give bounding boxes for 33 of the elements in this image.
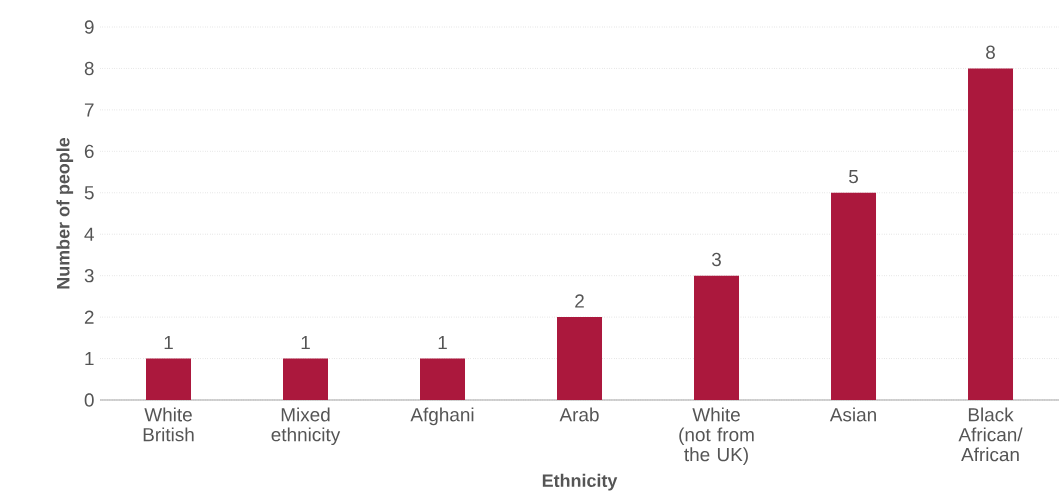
data-label: 8 bbox=[986, 45, 995, 59]
data-label: 1 bbox=[164, 336, 173, 350]
y-tick-label: 5 bbox=[84, 186, 94, 200]
bar bbox=[557, 317, 603, 400]
x-tick-label: Arab bbox=[559, 407, 599, 422]
y-tick-label: 0 bbox=[84, 393, 94, 407]
x-axis-title: Ethnicity bbox=[542, 473, 618, 491]
y-tick-label: 7 bbox=[84, 103, 94, 117]
y-tick-label: 1 bbox=[85, 352, 94, 366]
y-axis-title: Number of people bbox=[56, 137, 74, 289]
y-tick-label: 8 bbox=[84, 61, 94, 76]
x-tick-label: White (not from the UK) bbox=[679, 407, 754, 466]
y-tick-label: 4 bbox=[84, 227, 94, 241]
data-label: 3 bbox=[711, 252, 721, 267]
x-tick-label: Black African/ African bbox=[958, 407, 1023, 462]
bar bbox=[968, 68, 1014, 400]
y-tick-label: 2 bbox=[84, 310, 94, 324]
y-tick-label: 6 bbox=[84, 144, 94, 159]
x-tick-label: Afghani bbox=[410, 407, 474, 426]
bar bbox=[694, 275, 740, 400]
data-label: 2 bbox=[575, 294, 584, 308]
bar bbox=[831, 192, 877, 400]
data-label: 1 bbox=[438, 336, 447, 350]
data-label: 5 bbox=[849, 170, 858, 184]
bar bbox=[146, 358, 191, 400]
x-tick-label: Mixed ethnicity bbox=[271, 407, 341, 446]
x-tick-label: Asian bbox=[829, 407, 876, 422]
data-label: 1 bbox=[301, 336, 310, 350]
bar bbox=[283, 358, 328, 400]
bar bbox=[420, 358, 465, 400]
y-tick-label: 9 bbox=[84, 20, 94, 34]
x-tick-label: White British bbox=[143, 407, 194, 442]
y-tick-label: 3 bbox=[84, 268, 94, 283]
